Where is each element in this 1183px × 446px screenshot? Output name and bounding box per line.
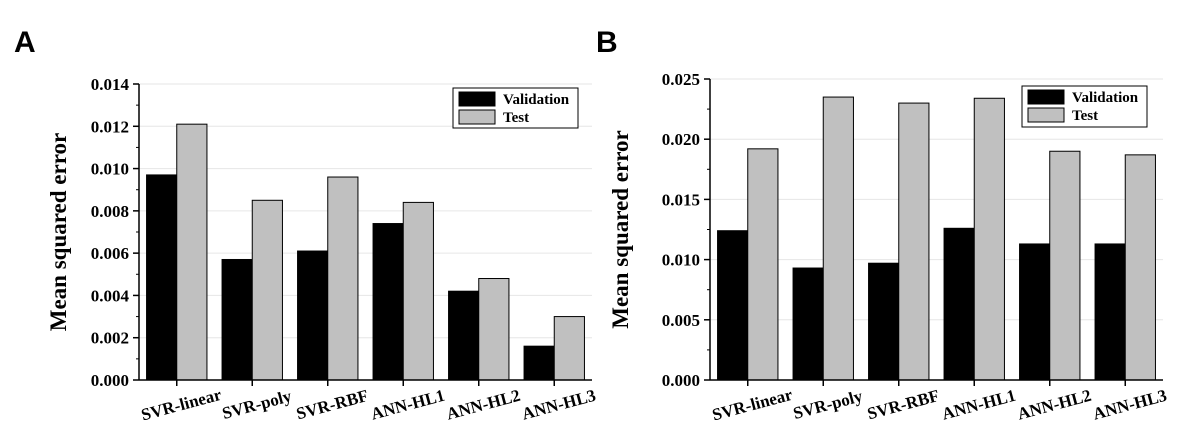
- y-tick-label: 0.005: [662, 311, 700, 330]
- y-axis-label: Mean squared error: [46, 133, 71, 331]
- y-axis-label: Mean squared error: [608, 130, 633, 328]
- x-tick-label: SVR-linear: [710, 385, 795, 425]
- bar-test-ann-hl2: [478, 278, 510, 381]
- bar-test-ann-hl3: [553, 316, 585, 381]
- bar-test-ann-hl2: [1049, 150, 1081, 381]
- chart-panel-b: B 0.000 0.005 0.010 0.015 0.020 0.025 Mean squa…: [596, 26, 1169, 424]
- x-tick-label: ANN-HL3: [1091, 386, 1169, 424]
- bar-validation-svr-rbf: [297, 250, 329, 381]
- bar-validation-ann-hl1: [372, 223, 404, 381]
- bar-validation-ann-hl2: [448, 290, 480, 381]
- bar-validation-ann-hl3: [1094, 243, 1126, 381]
- legend-swatch-validation: [458, 91, 496, 107]
- bar-validation-svr-linear: [717, 230, 749, 381]
- bar-validation-ann-hl2: [1019, 243, 1051, 381]
- y-tick-label: 0.012: [91, 117, 129, 136]
- chart-panel-a: A 0.000 0.002 0.004 0.006 0.008 0.010 0.012 0.01…: [14, 26, 598, 424]
- x-tick-label: SVR-poly: [791, 386, 865, 423]
- bar-test-ann-hl3: [1124, 154, 1156, 381]
- legend-label-validation: Validation: [503, 92, 570, 108]
- bar-test-svr-rbf: [898, 102, 930, 381]
- bar-test-svr-poly: [822, 96, 854, 381]
- bar-test-svr-linear: [747, 148, 779, 381]
- legend: Validation Test: [452, 87, 579, 129]
- y-tick-label: 0.025: [662, 70, 700, 89]
- bar-validation-ann-hl1: [943, 227, 975, 381]
- y-tick-label: 0.014: [91, 75, 130, 94]
- x-tick-label: ANN-HL1: [940, 386, 1018, 424]
- x-tick-label: SVR-poly: [220, 386, 294, 423]
- y-tick-label: 0.002: [91, 329, 129, 348]
- x-tick-label: SVR-RBF: [865, 386, 941, 423]
- x-tick-label: ANN-HL1: [369, 386, 447, 424]
- y-tick-label: 0.015: [662, 190, 700, 209]
- bar-test-svr-linear: [176, 123, 208, 381]
- bars: [146, 123, 585, 381]
- bar-test-svr-poly: [251, 199, 283, 381]
- y-tick-label: 0.010: [91, 160, 129, 179]
- bar-validation-svr-poly: [221, 258, 253, 381]
- y-tick-label: 0.006: [91, 244, 129, 263]
- bar-validation-svr-linear: [146, 174, 178, 381]
- panel-letter: B: [596, 26, 618, 59]
- bar-validation-svr-poly: [792, 267, 824, 381]
- x-tick-label: SVR-RBF: [294, 386, 370, 423]
- bar-test-ann-hl1: [402, 201, 434, 381]
- legend-label-test: Test: [1072, 108, 1098, 124]
- legend-swatch-test: [458, 109, 496, 125]
- legend-swatch-validation: [1027, 89, 1065, 105]
- y-tick-label: 0.000: [662, 371, 700, 390]
- x-tick-label: SVR-linear: [139, 385, 224, 425]
- x-tick-label: ANN-HL2: [1015, 386, 1093, 424]
- y-tick-label: 0.000: [91, 371, 129, 390]
- panel-letter: A: [14, 26, 36, 59]
- x-tick-label: ANN-HL2: [444, 386, 522, 424]
- legend-label-validation: Validation: [1072, 90, 1139, 106]
- y-tick-label: 0.004: [91, 286, 130, 305]
- x-tick-label: ANN-HL3: [520, 386, 598, 424]
- bar-test-svr-rbf: [327, 176, 359, 381]
- bar-validation-ann-hl3: [523, 345, 555, 381]
- bars: [717, 96, 1156, 381]
- y-tick-label: 0.008: [91, 202, 129, 221]
- legend-label-test: Test: [503, 110, 529, 126]
- y-tick-label: 0.020: [662, 130, 700, 149]
- bar-validation-svr-rbf: [868, 262, 900, 381]
- legend-swatch-test: [1027, 107, 1065, 123]
- legend: Validation Test: [1021, 85, 1148, 128]
- y-tick-label: 0.010: [662, 251, 700, 270]
- bar-test-ann-hl1: [973, 97, 1005, 381]
